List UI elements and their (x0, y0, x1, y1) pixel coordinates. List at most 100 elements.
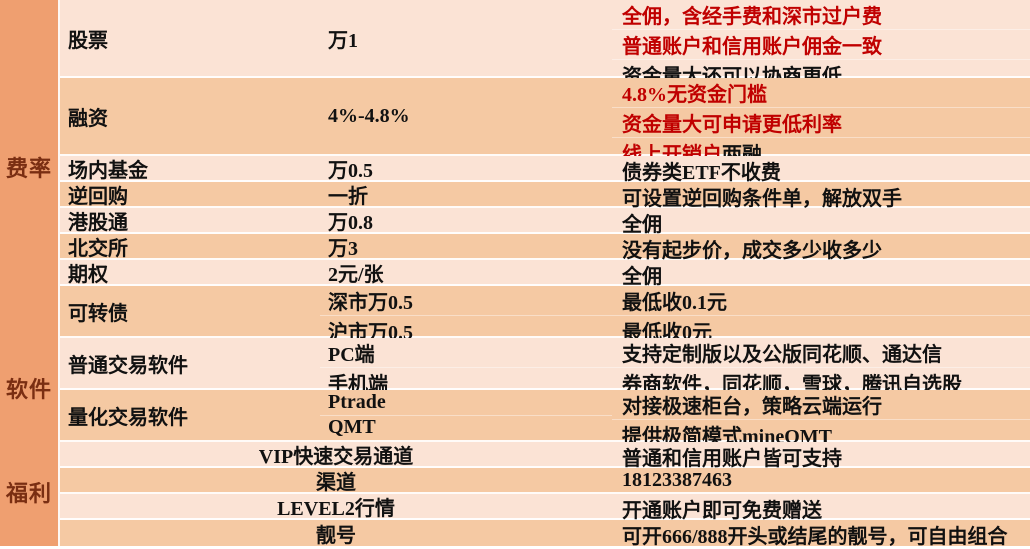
item-label: 北交所 (68, 237, 128, 260)
desc-text: 可设置逆回购条件单，解放双手 (622, 188, 902, 210)
item-cell: 场内基金 (60, 156, 320, 182)
value-line: 4%-4.8% (320, 105, 612, 128)
item-cell: 北交所 (60, 234, 320, 260)
desc-cell: 4.8%无资金门槛 资金量大可申请更低利率 线上开销户 两融 (612, 78, 1030, 166)
desc-text: 全佣 (622, 266, 662, 288)
value-line: 万1 (320, 24, 612, 53)
desc-cell: 最低收0.1元 最低收0元 (612, 286, 1030, 344)
desc-line: 18123387463 (612, 468, 1030, 492)
desc-line: 最低收0.1元 (612, 286, 1030, 315)
item-cell: 普通交易软件 (60, 338, 320, 388)
desc-cell: 债券类ETF不收费 (612, 156, 1030, 184)
desc-cell: 没有起步价，成交多少收多少 (612, 234, 1030, 262)
desc-text: 普通账户和信用账户佣金一致 (622, 36, 882, 58)
desc-line: 支持定制版以及公版同花顺、通达信 (612, 338, 1030, 367)
value-cell: PC端 手机端 (320, 338, 612, 396)
desc-line: 全佣 (612, 260, 1030, 289)
row-group-hk-connect: 港股通 万0.8 全佣 (60, 206, 1030, 237)
row-group-margin-financing: 融资 4%-4.8% 4.8%无资金门槛 资金量大可申请更低利率 线上开销户 两融 (60, 78, 1030, 166)
table-grid: 股票 万1 全佣，含经手费和深市过户费 普通账户和信用账户佣金一致 资金量大还可… (60, 0, 1030, 549)
desc-cell: 对接极速柜台，策略云端运行 提供极简模式mineQMT (612, 390, 1030, 448)
row-group-stock: 股票 万1 全佣，含经手费和深市过户费 普通账户和信用账户佣金一致 资金量大还可… (60, 0, 1030, 88)
desc-text: 开通账户即可免费赠送 (622, 500, 822, 522)
desc-line: 普通账户和信用账户佣金一致 (612, 29, 1030, 59)
item-label: 普通交易软件 (68, 354, 188, 377)
row-group-level2: LEVEL2行情 开通账户即可免费赠送 (60, 494, 1030, 523)
value-label: 万1 (328, 29, 358, 52)
item-cell: 可转债 (60, 286, 320, 336)
merged-label: 靓号 (316, 524, 356, 547)
desc-line: 对接极速柜台，策略云端运行 (612, 390, 1030, 419)
value-cell: 深市万0.5 沪市万0.5 (320, 286, 612, 344)
row-group-bse: 北交所 万3 没有起步价，成交多少收多少 (60, 232, 1030, 262)
desc-cell: 全佣 (612, 260, 1030, 288)
value-label: 深市万0.5 (328, 292, 413, 314)
row-group-quant-trading-software: 量化交易软件 Ptrade QMT 对接极速柜台，策略云端运行 提供极简模式mi… (60, 390, 1030, 448)
desc-text: 全佣，含经手费和深市过户费 (622, 6, 882, 28)
item-cell: 量化交易软件 (60, 390, 320, 440)
desc-line: 可开666/888开头或结尾的靓号，可自由组合 (612, 520, 1030, 549)
value-line: Ptrade (320, 390, 612, 415)
desc-line: 资金量大可申请更低利率 (612, 107, 1030, 137)
item-cell: 逆回购 (60, 182, 320, 208)
desc-text: 全佣 (622, 214, 662, 236)
value-cell: 2元/张 (320, 260, 612, 286)
merged-label-cell: 渠道 (60, 468, 612, 494)
desc-cell: 支持定制版以及公版同花顺、通达信 券商软件，同花顺，雪球，腾讯自选股 (612, 338, 1030, 396)
row-group-lucky-number: 靓号 可开666/888开头或结尾的靓号，可自由组合 (60, 520, 1030, 549)
desc-line: 全佣 (612, 208, 1030, 237)
desc-line: 开通账户即可免费赠送 (612, 494, 1030, 523)
value-label: 4%-4.8% (328, 104, 410, 127)
merged-label: VIP快速交易通道 (258, 445, 414, 468)
value-label: 万0.8 (328, 211, 373, 234)
item-label: 场内基金 (68, 159, 148, 182)
desc-text: 没有起步价，成交多少收多少 (622, 240, 882, 262)
desc-line: 普通和信用账户皆可支持 (612, 442, 1030, 471)
value-label: 万3 (328, 237, 358, 260)
desc-text: 4.8%无资金门槛 (622, 84, 767, 106)
desc-text: 对接极速柜台，策略云端运行 (622, 396, 882, 418)
desc-text: 可开666/888开头或结尾的靓号，可自由组合 (622, 526, 1008, 548)
desc-text: 债券类ETF不收费 (622, 162, 781, 184)
phone-number: 18123387463 (622, 468, 732, 491)
value-cell: 万1 (320, 0, 612, 76)
item-label: 融资 (68, 107, 108, 130)
item-cell: 港股通 (60, 208, 320, 234)
value-line: 万0.8 (320, 206, 612, 235)
desc-text: 支持定制版以及公版同花顺、通达信 (622, 344, 942, 366)
value-label: 一折 (328, 185, 368, 208)
value-label: 万0.5 (328, 159, 373, 182)
value-line: 万3 (320, 232, 612, 261)
section-label-software: 软件 (5, 377, 52, 402)
desc-line: 债券类ETF不收费 (612, 156, 1030, 185)
desc-cell: 可设置逆回购条件单，解放双手 (612, 182, 1030, 210)
desc-cell: 全佣，含经手费和深市过户费 普通账户和信用账户佣金一致 资金量大还可以协商更低 (612, 0, 1030, 88)
value-cell: Ptrade QMT (320, 390, 612, 440)
value-label: PC端 (328, 344, 375, 366)
desc-line: 全佣，含经手费和深市过户费 (612, 0, 1030, 29)
row-group-etf: 场内基金 万0.5 债券类ETF不收费 (60, 156, 1030, 184)
category-column: 费率 软件 福利 (0, 0, 60, 546)
row-group-options: 期权 2元/张 全佣 (60, 260, 1030, 288)
row-group-reverse-repo: 逆回购 一折 可设置逆回购条件单，解放双手 (60, 182, 1030, 210)
value-line: PC端 (320, 338, 612, 367)
value-cell: 4%-4.8% (320, 78, 612, 154)
value-cell: 一折 (320, 182, 612, 208)
value-line: QMT (320, 414, 612, 441)
desc-cell: 普通和信用账户皆可支持 (612, 442, 1030, 470)
value-line: 深市万0.5 (320, 286, 612, 315)
item-cell: 股票 (60, 0, 320, 76)
desc-text: 资金量大可申请更低利率 (622, 114, 842, 136)
desc-text: 最低收0.1元 (622, 292, 727, 314)
row-group-standard-trading-software: 普通交易软件 PC端 手机端 支持定制版以及公版同花顺、通达信 券商软件，同花顺… (60, 338, 1030, 396)
merged-label: 渠道 (316, 471, 356, 494)
item-label: 量化交易软件 (68, 406, 188, 429)
value-cell: 万3 (320, 232, 612, 261)
value-cell: 万0.8 (320, 206, 612, 235)
item-label: 期权 (68, 263, 108, 286)
item-label: 可转债 (68, 302, 128, 325)
value-cell: 万0.5 (320, 156, 612, 182)
value-label: Ptrade (328, 390, 386, 413)
desc-line: 可设置逆回购条件单，解放双手 (612, 182, 1030, 211)
